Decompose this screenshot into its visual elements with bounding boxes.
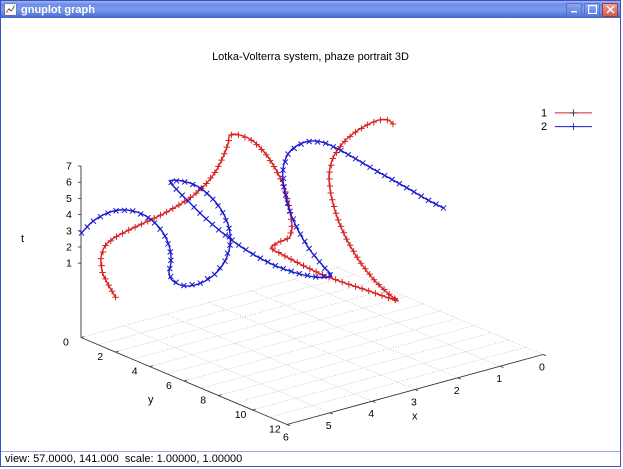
svg-text:3: 3 [411,397,417,409]
svg-text:7: 7 [66,161,72,173]
svg-text:t: t [21,233,24,245]
svg-text:5: 5 [326,420,332,432]
svg-text:10: 10 [235,409,247,421]
svg-text:2: 2 [66,242,72,254]
svg-text:0: 0 [63,337,69,349]
svg-text:6: 6 [166,380,172,392]
svg-text:1: 1 [541,108,547,120]
svg-text:2: 2 [541,121,547,133]
svg-text:4: 4 [368,408,374,420]
svg-text:3: 3 [66,225,72,237]
svg-text:1: 1 [496,373,502,385]
svg-text:6: 6 [283,432,289,444]
svg-text:x: x [412,411,418,423]
svg-text:2: 2 [454,385,460,397]
svg-text:4: 4 [132,366,138,378]
svg-text:1: 1 [66,258,72,270]
svg-text:2: 2 [97,351,103,363]
svg-text:4: 4 [66,209,72,221]
svg-text:5: 5 [66,193,72,205]
svg-text:0: 0 [539,362,545,374]
svg-text:6: 6 [66,177,72,189]
svg-text:8: 8 [200,395,206,407]
svg-text:12: 12 [269,424,281,436]
svg-text:y: y [148,394,154,406]
